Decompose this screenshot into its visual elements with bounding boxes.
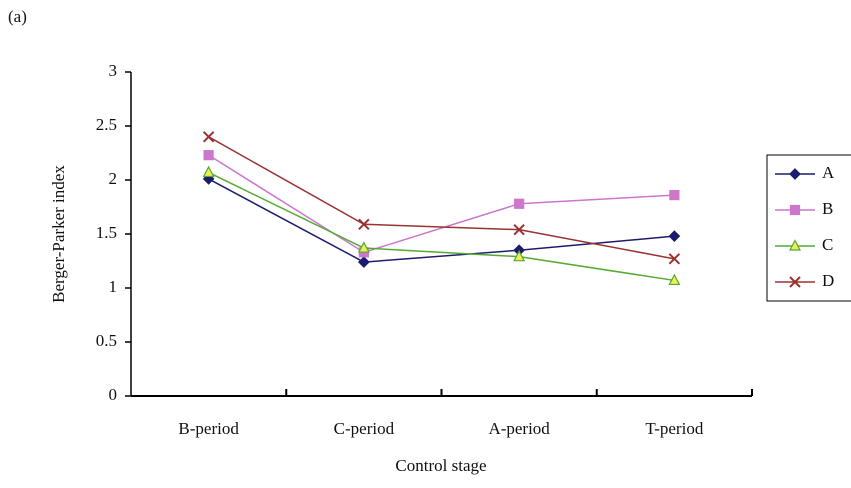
point — [668, 253, 681, 265]
panel-label: (a) — [8, 7, 27, 26]
x-tick-label: A-period — [488, 419, 550, 438]
series-line — [208, 136, 675, 260]
series-line — [208, 178, 675, 263]
point — [202, 131, 215, 143]
point — [202, 165, 215, 178]
legend-label: C — [822, 235, 833, 254]
legend-label: B — [822, 199, 833, 218]
series-line — [208, 154, 675, 254]
point — [669, 190, 680, 201]
x-tick-label: B-period — [178, 419, 239, 438]
point — [668, 230, 681, 243]
point — [203, 150, 214, 161]
point — [513, 249, 526, 262]
y-tick-label: 2 — [109, 169, 118, 188]
y-tick-label: 0.5 — [96, 331, 117, 350]
point — [513, 223, 525, 236]
y-tick-label: 3 — [109, 61, 118, 80]
point — [668, 273, 681, 286]
y-tick-label: 1 — [109, 277, 118, 296]
x-tick-label: T-period — [645, 419, 703, 438]
legend-label: A — [822, 163, 835, 182]
legend-marker — [789, 276, 801, 288]
point — [358, 218, 370, 230]
legend-box — [766, 154, 851, 302]
x-axis-label: Control stage — [395, 456, 486, 475]
point — [514, 198, 525, 209]
legend-marker — [789, 204, 801, 216]
y-axis-label: Berger-Parker index — [49, 165, 68, 303]
legend-marker — [789, 239, 801, 251]
series-line — [208, 171, 675, 282]
point — [357, 241, 370, 253]
legend-label: D — [822, 271, 834, 290]
x-tick-label: C-period — [334, 419, 395, 438]
y-tick-label: 1.5 — [96, 223, 117, 242]
point — [358, 256, 370, 268]
legend-marker — [789, 168, 801, 180]
y-tick-label: 2.5 — [96, 115, 117, 134]
y-tick-label: 0 — [109, 385, 118, 404]
